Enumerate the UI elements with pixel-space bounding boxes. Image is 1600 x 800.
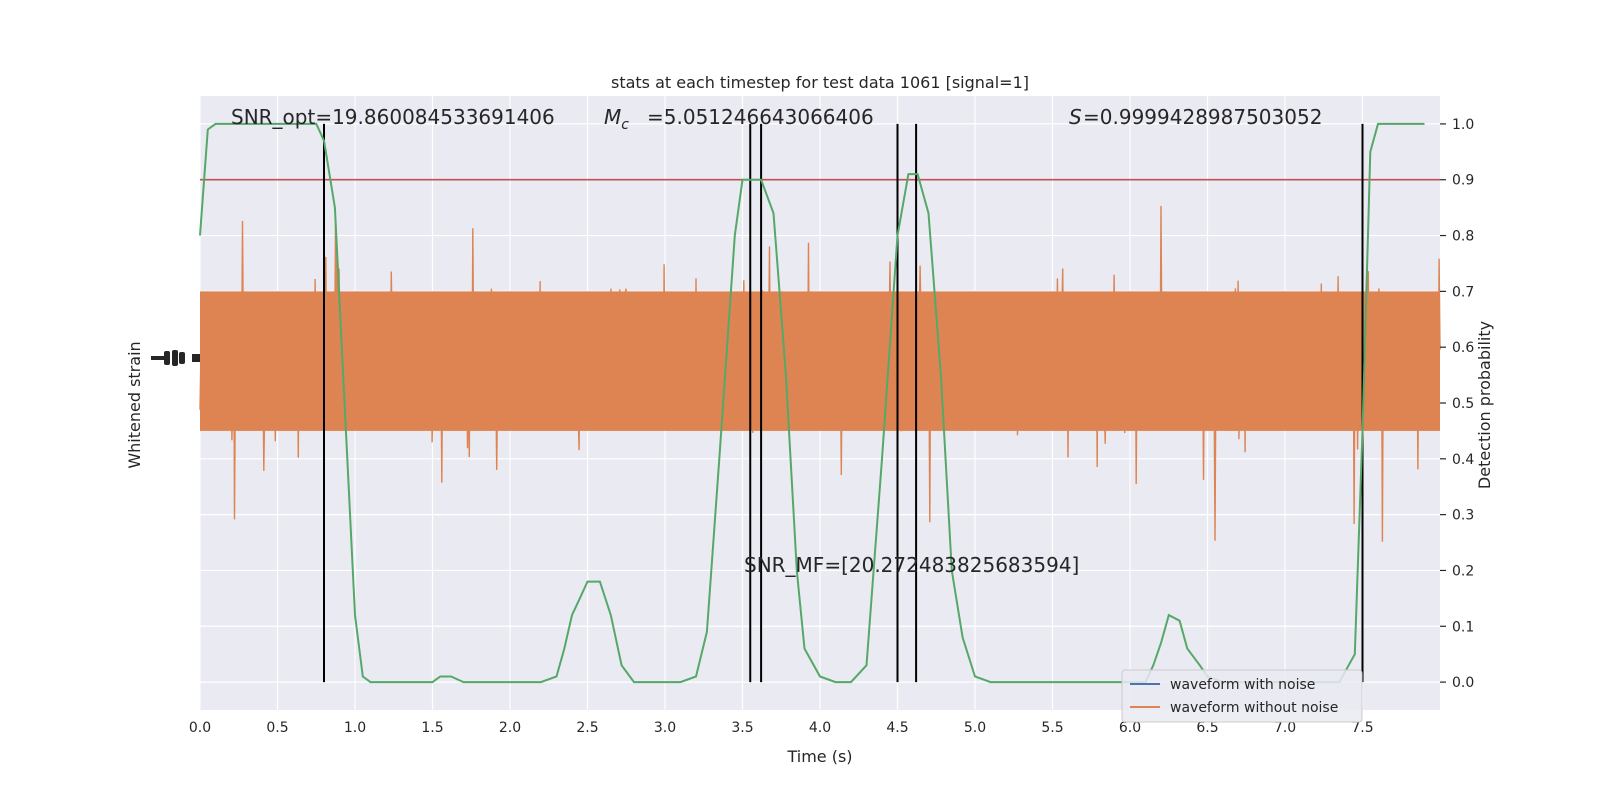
legend-box [1121,669,1363,723]
y-tick-label: 0.5 [1452,396,1474,412]
y-tick-label: 0.6 [1452,340,1474,356]
x-tick-label: 4.5 [886,720,908,736]
x-tick-label: 6.5 [1196,720,1218,736]
snr-opt-annotation: SNR_opt=19.860084533691406 [231,105,555,129]
y-tick-label: 0.0 [1452,675,1474,691]
y-tick-label: 0.1 [1452,619,1474,635]
y-axis-label-left: Whitened strain [125,341,144,468]
y-tick-label: 0.4 [1452,452,1474,468]
x-tick-label: 3.0 [654,720,676,736]
detection-probability-line [199,122,1425,684]
x-tick-label: 7.0 [1274,720,1296,736]
y-tick-label: 0.8 [1452,229,1474,245]
y-tick-label: 0.2 [1452,563,1474,579]
s-annotation: =0.9999428987503052 [1083,105,1322,129]
snr-mf-annotation: SNR_MF=[20.272483825683594] [744,553,1079,577]
x-tick-label: 1.5 [421,720,443,736]
y-ticks-right: 0.0 0.1 0.2 0.3 0.4 0.5 0.6 0.7 0.8 0.9 1.0 [1440,117,1474,691]
left-axis-ticks [151,350,200,366]
vertical-lines [323,123,1364,683]
x-tick-label: 5.5 [1041,720,1063,736]
y-tick-label: 1.0 [1452,117,1474,133]
legend: waveform with noise waveform without noi… [1121,669,1363,723]
x-ticks: 0.0 0.5 1.0 1.5 2.0 2.5 3.0 3.5 4.0 4.5 5.0 5.5 6.0 6… [189,720,1374,736]
x-tick-label: 3.5 [731,720,753,736]
y-tick-label: 0.9 [1452,173,1474,189]
s-symbol: S [1069,105,1082,129]
y-axis-label-right: Detection probability [1475,321,1494,489]
x-tick-label: 4.0 [809,720,831,736]
x-tick-label: 6.0 [1119,720,1141,736]
waveform-band [200,291,1440,431]
legend-label-waveform: waveform without noise [1170,700,1338,716]
x-tick-label: 5.0 [964,720,986,736]
x-axis-label: Time (s) [786,747,852,766]
x-tick-label: 2.0 [499,720,521,736]
mc-annotation: =5.051246643066406 [647,105,874,129]
x-tick-label: 0.5 [266,720,288,736]
x-tick-label: 2.5 [576,720,598,736]
legend-label-noise: waveform with noise [1170,677,1315,693]
x-tick-label: 0.0 [189,720,211,736]
y-tick-label: 0.3 [1452,508,1474,524]
x-tick-label: 1.0 [344,720,366,736]
waveform-without-noise-series [199,205,1441,542]
y-tick-label: 0.7 [1452,284,1474,300]
chart-title: stats at each timestep for test data 106… [611,73,1029,92]
x-tick-label: 7.5 [1351,720,1373,736]
